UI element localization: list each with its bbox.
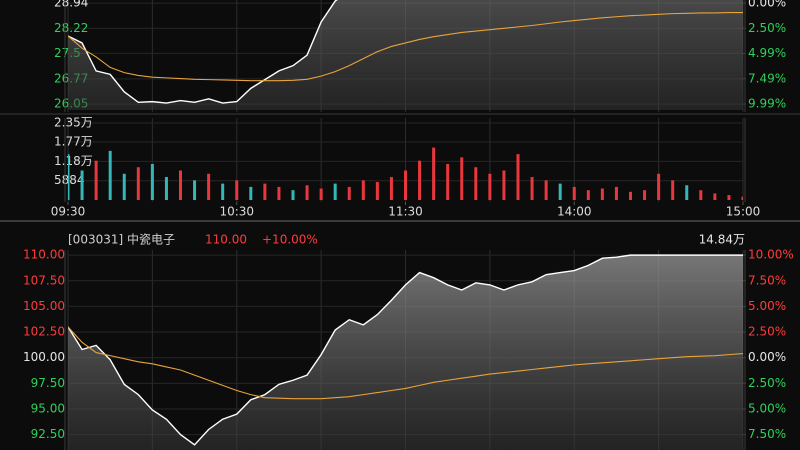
volume-bar (741, 196, 743, 200)
plot-area (68, 147, 743, 200)
y2-tick-label: 10.00% (748, 248, 794, 262)
y2-tick-label: 4.99% (748, 46, 786, 60)
volume-bar (375, 181, 379, 200)
x-tick-label: 14:00 (557, 205, 592, 219)
y2-tick-label: 7.49% (748, 71, 786, 85)
plot-area (68, 254, 743, 450)
volume-bar (516, 154, 520, 200)
y-tick-label: 1.18万 (54, 154, 93, 168)
y-tick-label: 92.50 (31, 427, 65, 441)
volume-bar (122, 173, 126, 200)
volume-bar (235, 180, 239, 200)
y2-tick-label: 5.00% (748, 299, 786, 313)
volume-bar (404, 170, 407, 200)
volume-bar (80, 170, 84, 200)
y2-tick-label: 9.99% (748, 97, 786, 111)
volume-bar (558, 183, 562, 200)
volume-bar (333, 183, 337, 200)
volume-bar (68, 154, 70, 200)
volume-bar (207, 173, 211, 200)
x-tick-label: 09:30 (51, 205, 86, 219)
volume-bar (277, 186, 281, 200)
stock-price: 110.00 (205, 233, 247, 247)
volume-bar (263, 183, 267, 200)
volume-bar (713, 193, 717, 200)
y-tick-label: 28.22 (54, 21, 88, 35)
volume-bar (432, 147, 436, 200)
y2-tick-label: 0.00% (748, 350, 786, 364)
y-tick-label: 107.50 (23, 273, 65, 287)
y-tick-label: 110.00 (23, 248, 65, 262)
volume-bar (179, 170, 182, 200)
volume-bar (685, 185, 689, 200)
volume-bar (671, 180, 675, 200)
volume-bar (488, 173, 492, 200)
stock-volume: 14.84万 (699, 233, 745, 247)
y2-tick-label: 7.50% (748, 273, 786, 287)
x-tick-label: 15:00 (726, 205, 761, 219)
volume-bar (150, 163, 154, 200)
volume-bar (460, 157, 464, 200)
volume-bar (544, 180, 548, 200)
stock-change: +10.00% (262, 233, 318, 247)
stock-name: [003031] 中瓷电子 (68, 232, 175, 247)
volume-bar (629, 191, 632, 200)
volume-bar (657, 173, 661, 200)
x-tick-label: 11:30 (388, 205, 423, 219)
average-line (68, 12, 743, 82)
x-tick-label: 10:30 (219, 205, 254, 219)
volume-bar (136, 167, 140, 200)
volume-bar (305, 185, 309, 200)
volume-bar (94, 160, 98, 200)
y-tick-label: 2.35万 (54, 116, 93, 130)
volume-bar (586, 190, 590, 200)
y2-tick-label: 0.00% (748, 0, 786, 10)
y2-tick-label: 5.00% (748, 401, 786, 415)
volume-bar (193, 180, 197, 200)
y2-tick-label: 7.50% (748, 427, 786, 441)
volume-bar (164, 177, 168, 200)
volume-bar (446, 163, 450, 200)
y-tick-label: 28.94 (54, 0, 88, 10)
volume-bar (474, 167, 478, 200)
volume-bar (530, 177, 534, 200)
volume-bar (221, 183, 225, 200)
volume-bar (361, 180, 365, 200)
volume-bar (643, 190, 647, 200)
y-tick-label: 95.00 (31, 401, 65, 415)
y2-tick-label: 2.50% (748, 325, 786, 339)
volume-bar (249, 186, 253, 200)
average-line (68, 326, 743, 400)
volume-bar (600, 188, 604, 200)
volume-bar (572, 186, 576, 200)
volume-bar (389, 177, 393, 200)
y2-tick-label: 2.50% (748, 376, 786, 390)
y-tick-label: 105.00 (23, 299, 65, 313)
y2-tick-label: 2.50% (748, 21, 786, 35)
price-area (68, 255, 743, 450)
price-line (68, 254, 743, 446)
volume-bar (418, 160, 422, 200)
price-line (68, 0, 338, 104)
volume-bar (502, 170, 506, 200)
volume-bar (108, 150, 112, 200)
volume-bar (614, 186, 618, 200)
volume-bar (291, 190, 295, 200)
plot-area (68, 0, 743, 110)
volume-bar (347, 186, 351, 200)
y-tick-label: 102.50 (23, 325, 65, 339)
volume-bar (699, 190, 703, 200)
y-tick-label: 1.77万 (54, 135, 93, 149)
volume-bar (319, 188, 323, 200)
y-tick-label: 97.50 (31, 376, 65, 390)
price-area (68, 0, 743, 110)
volume-bar (727, 195, 731, 200)
y-tick-label: 100.00 (23, 350, 65, 364)
